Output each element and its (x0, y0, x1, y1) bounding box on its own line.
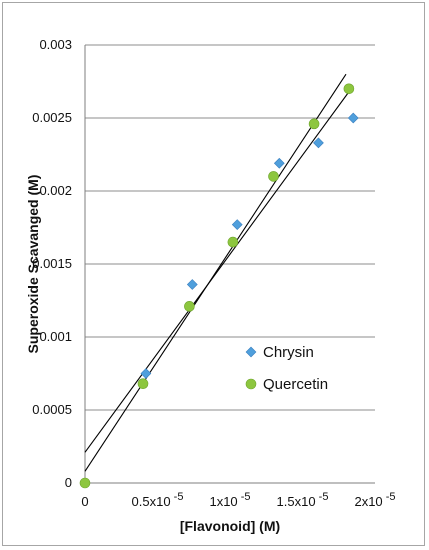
x-tick-label: 1x10 -5 (209, 491, 250, 509)
x-tick-label: 0 (81, 494, 88, 509)
legend-label-quercetin: Quercetin (263, 376, 328, 393)
x-tick-label: 0.5x10 -5 (132, 491, 184, 509)
y-tick-labels: 0 0.0005 0.001 0.0015 0.002 0.0025 0.003 (32, 37, 72, 490)
chart-frame (2, 2, 425, 546)
data-point-quercetin (308, 118, 320, 130)
y-tick-label: 0.001 (39, 329, 72, 344)
trendline-quercetin (84, 73, 347, 472)
trendlines (84, 73, 354, 472)
data-point-chrysin (140, 368, 152, 379)
x-tick-label: 2x10 -5 (354, 491, 395, 509)
y-tick-label: 0.0025 (32, 110, 72, 125)
data-point-chrysin (313, 137, 324, 149)
data-points (79, 83, 359, 489)
x-axis-label: [Flavonoid] (M) (180, 518, 280, 534)
data-point-quercetin (227, 236, 239, 248)
y-axis-label: Superoxide Scavanged (M) (25, 175, 41, 354)
grid-lines (85, 44, 375, 411)
data-point-quercetin (268, 171, 279, 182)
data-point-chrysin (347, 112, 359, 124)
data-point-quercetin (137, 378, 149, 390)
x-tick-exponent: -5 (383, 491, 396, 503)
x-tick-exponent: -5 (238, 491, 251, 503)
legend-marker-quercetin (245, 378, 257, 390)
legend: Chrysin Quercetin (245, 344, 328, 393)
x-tick-label: 1.5x10 -5 (277, 491, 329, 509)
legend-item-quercetin: Quercetin (245, 376, 328, 393)
data-point-quercetin (184, 301, 195, 312)
y-tick-label: 0.0015 (32, 256, 72, 271)
y-tick-label: 0 (65, 475, 72, 490)
data-point-chrysin (186, 279, 198, 290)
legend-item-chrysin: Chrysin (245, 344, 314, 361)
y-tick-label: 0.003 (39, 37, 72, 52)
y-tick-label: 0.002 (39, 183, 72, 198)
data-point-chrysin (273, 157, 285, 169)
x-tick-exponent: -5 (316, 491, 329, 503)
x-tick-labels: 0 0.5x10 -5 1x10 -5 1.5x10 -5 2x10 -5 (81, 491, 395, 509)
data-point-quercetin (79, 477, 91, 489)
x-tick-exponent: -5 (171, 491, 184, 503)
y-tick-label: 0.0005 (32, 402, 72, 417)
data-point-chrysin (231, 219, 243, 230)
legend-label-chrysin: Chrysin (263, 344, 314, 361)
legend-marker-chrysin (245, 346, 257, 358)
data-point-quercetin (343, 83, 355, 95)
trendline-chrysin (84, 85, 354, 453)
